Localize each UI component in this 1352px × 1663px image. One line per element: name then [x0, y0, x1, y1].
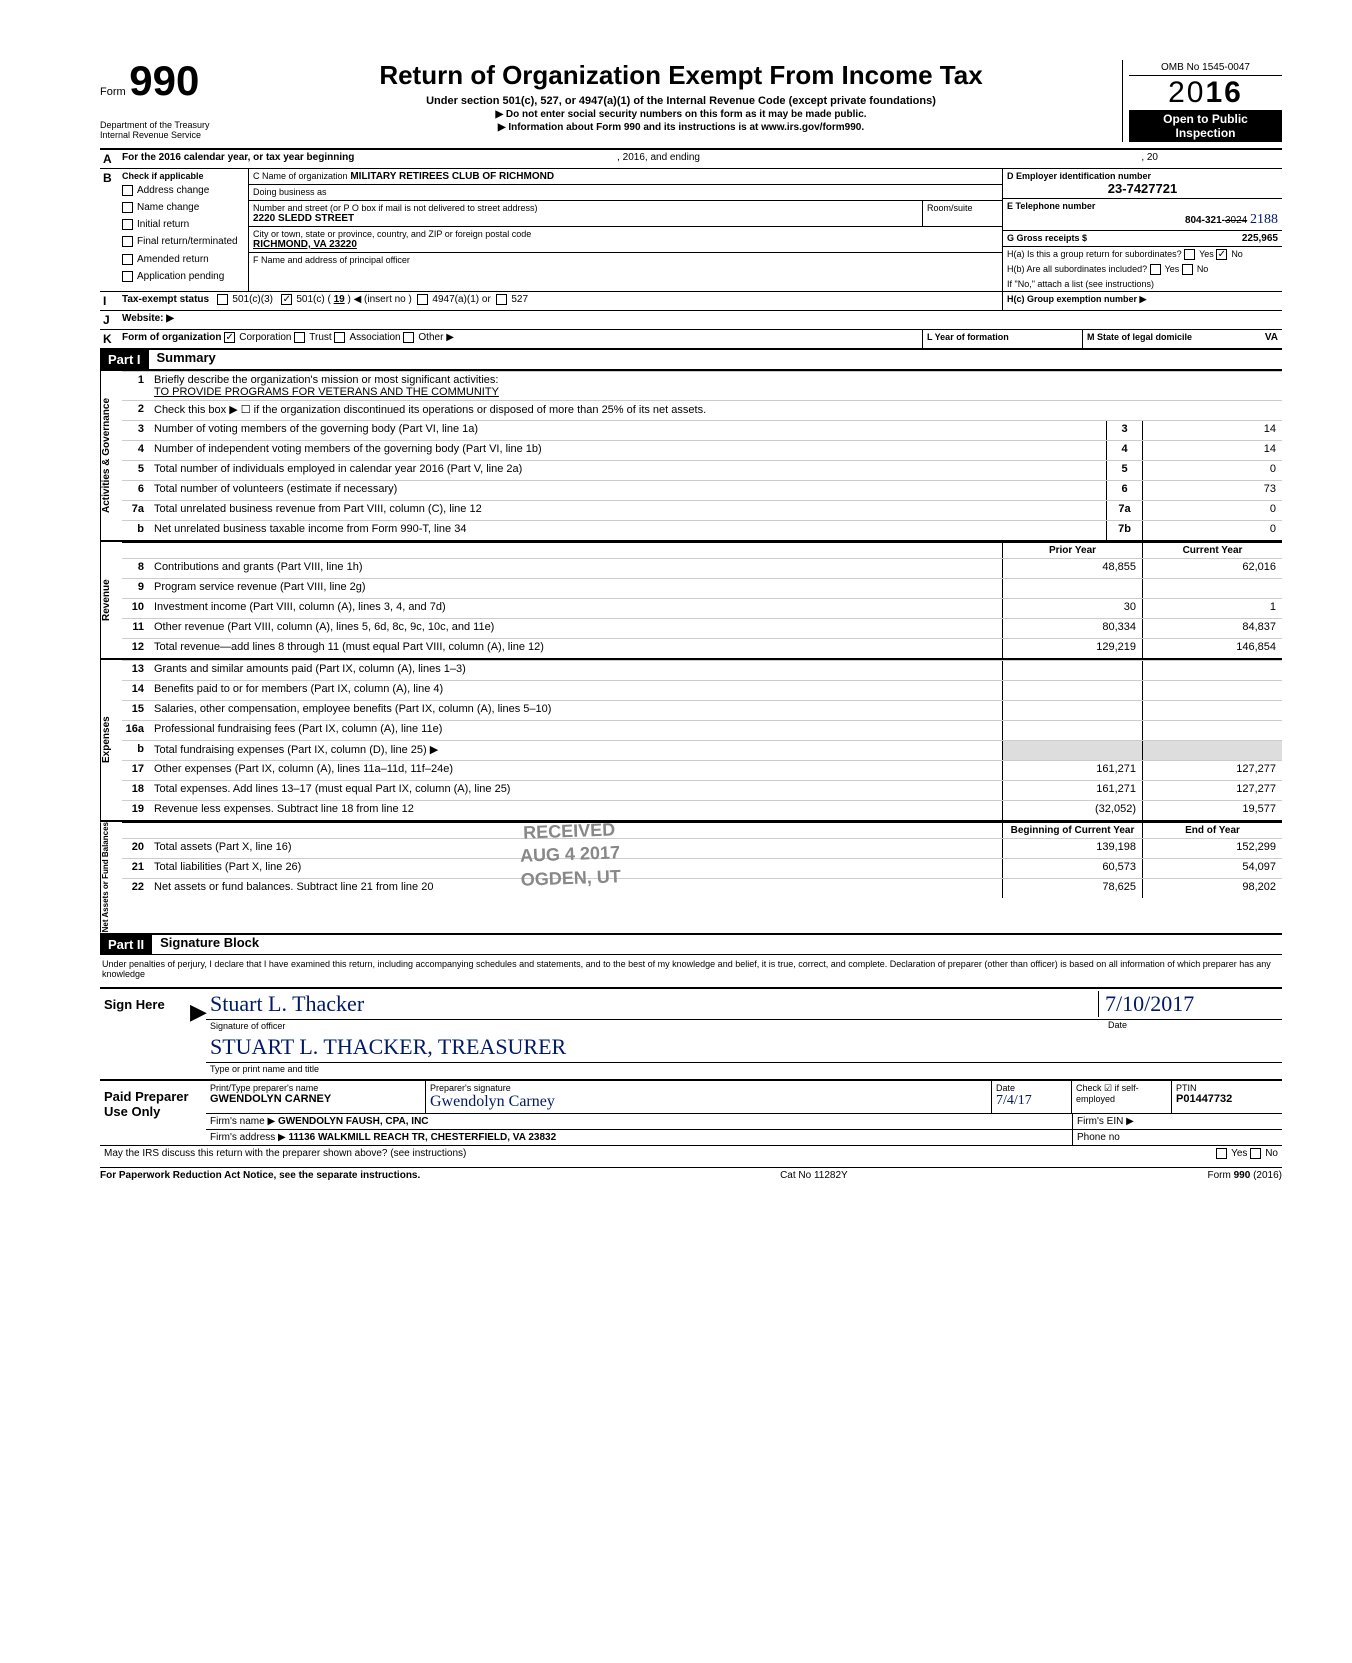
l4-val: 14 [1142, 441, 1282, 460]
l3-text: Number of voting members of the governin… [150, 421, 1106, 440]
part2-tag: Part II [100, 935, 152, 954]
l5-val: 0 [1142, 461, 1282, 480]
check-applicable: Check if applicable Address change Name … [118, 169, 248, 291]
l7a-text: Total unrelated business revenue from Pa… [150, 501, 1106, 520]
l6-val: 73 [1142, 481, 1282, 500]
cat-no: Cat No 11282Y [780, 1170, 848, 1181]
part1-tag: Part I [100, 350, 149, 369]
row-j: J [100, 311, 118, 329]
part2-title: Signature Block [160, 935, 259, 954]
form-title: Return of Organization Exempt From Incom… [240, 60, 1122, 91]
ha-label: H(a) Is this a group return for subordin… [1007, 249, 1182, 259]
d-label: D Employer identification number [1007, 171, 1278, 181]
cb-name[interactable] [122, 202, 133, 213]
subtitle-2: ▶ Do not enter social security numbers o… [240, 109, 1122, 120]
form-ref: Form 990 (2016) [1208, 1170, 1282, 1181]
firm-name: GWENDOLYN FAUSH, CPA, INC [278, 1116, 429, 1127]
cb-pending[interactable] [122, 271, 133, 282]
gross-receipts: 225,965 [1242, 233, 1278, 244]
col-beg: Beginning of Current Year [1002, 823, 1142, 838]
e-label: E Telephone number [1007, 201, 1095, 211]
l3-val: 14 [1142, 421, 1282, 440]
tax-exempt: Tax-exempt status 501(c)(3) 501(c) ( 19 … [118, 292, 1002, 310]
form-of-org: Form of organization Corporation Trust A… [118, 330, 922, 348]
pra-notice: For Paperwork Reduction Act Notice, see … [100, 1170, 420, 1181]
firm-phone: Phone no [1072, 1130, 1282, 1145]
open-public: Open to PublicInspection [1129, 110, 1282, 142]
addr-label: Number and street (or P O box if mail is… [253, 203, 918, 213]
l4-text: Number of independent voting members of … [150, 441, 1106, 460]
l5-text: Total number of individuals employed in … [150, 461, 1106, 480]
state-domicile: VA [1265, 332, 1278, 343]
name-label: Type or print name and title [206, 1063, 1282, 1075]
cb-initial[interactable] [122, 219, 133, 230]
sign-here: Sign Here [100, 989, 190, 1075]
form-number: 990 [129, 57, 199, 104]
row-i: I [100, 292, 118, 310]
l1-text: Briefly describe the organization's miss… [150, 372, 1282, 400]
officer-signature: Stuart L. Thacker [210, 991, 364, 1016]
preparer-sig: Gwendolyn Carney [430, 1093, 987, 1111]
m-label: M State of legal domicile [1087, 332, 1192, 342]
self-employed: Check ☑ if self-employed [1072, 1081, 1172, 1113]
firm-addr: 11136 WALKMILL REACH TR, CHESTERFIELD, V… [289, 1132, 557, 1143]
hc-label: H(c) Group exemption number ▶ [1007, 294, 1146, 304]
officer-name: STUART L. THACKER, TREASURER [210, 1034, 566, 1060]
hb-label: H(b) Are all subordinates included? [1007, 264, 1147, 274]
row-k: K [100, 330, 118, 348]
sidebar-revenue: Revenue [100, 542, 122, 658]
form-header: Form 990 Department of the Treasury Inte… [100, 60, 1282, 142]
street-addr: 2220 SLEDD STREET [253, 213, 918, 224]
perjury-text: Under penalties of perjury, I declare th… [100, 954, 1282, 983]
sig-label: Signature of officer [206, 1020, 1102, 1032]
room-label: Room/suite [927, 203, 973, 213]
l-label: L Year of formation [927, 332, 1009, 342]
h-note: If "No," attach a list (see instructions… [1002, 277, 1282, 291]
ptin: P01447732 [1176, 1093, 1278, 1105]
l2-text: Check this box ▶ ☐ if the organization d… [150, 401, 1282, 420]
org-name: MILITARY RETIREES CLUB OF RICHMOND [350, 171, 554, 182]
paid-preparer: Paid Preparer Use Only [100, 1081, 206, 1145]
col-current: Current Year [1142, 543, 1282, 558]
l7b-text: Net unrelated business taxable income fr… [150, 521, 1106, 540]
phone: 804-321- [1185, 215, 1225, 226]
l7a-val: 0 [1142, 501, 1282, 520]
l7b-val: 0 [1142, 521, 1282, 540]
c-label: C Name of organization [253, 171, 348, 181]
row-b: B [100, 169, 118, 291]
sidebar-expenses: Expenses [100, 660, 122, 820]
preparer-name: GWENDOLYN CARNEY [210, 1093, 421, 1105]
discuss-text: May the IRS discuss this return with the… [104, 1148, 466, 1159]
arrow-icon: ▶ [190, 989, 206, 1075]
cb-address[interactable] [122, 185, 133, 196]
firm-ein: Firm's EIN ▶ [1072, 1114, 1282, 1129]
city-label: City or town, state or province, country… [253, 229, 998, 239]
cb-amended[interactable] [122, 254, 133, 265]
ein: 23-7427721 [1007, 181, 1278, 196]
tax-year: 2016 [1129, 76, 1282, 110]
sig-date: 7/10/2017 [1105, 991, 1194, 1016]
col-end: End of Year [1142, 823, 1282, 838]
dept-treasury: Department of the Treasury [100, 120, 220, 130]
sidebar-net: Net Assets or Fund Balances [100, 822, 122, 932]
sidebar-activities: Activities & Governance [100, 371, 122, 540]
subtitle-3: ▶ Information about Form 990 and its ins… [240, 122, 1122, 133]
row-a: A [100, 150, 118, 168]
form-label: Form [100, 86, 126, 98]
date-label: Date [1102, 1020, 1282, 1032]
col-prior: Prior Year [1002, 543, 1142, 558]
l6-text: Total number of volunteers (estimate if … [150, 481, 1106, 500]
irs-label: Internal Revenue Service [100, 130, 220, 140]
city-state: RICHMOND, VA 23220 [253, 239, 998, 250]
f-label: F Name and address of principal officer [253, 255, 410, 265]
part1-title: Summary [157, 350, 216, 369]
cb-final[interactable] [122, 236, 133, 247]
preparer-date: 7/4/17 [996, 1093, 1067, 1109]
omb-number: OMB No 1545-0047 [1129, 60, 1282, 76]
subtitle-1: Under section 501(c), 527, or 4947(a)(1)… [240, 95, 1122, 107]
g-label: G Gross receipts $ [1007, 233, 1087, 243]
dba-label: Doing business as [253, 187, 327, 197]
website-label: Website: ▶ [122, 313, 174, 324]
row-a-text: For the 2016 calendar year, or tax year … [118, 150, 1282, 168]
